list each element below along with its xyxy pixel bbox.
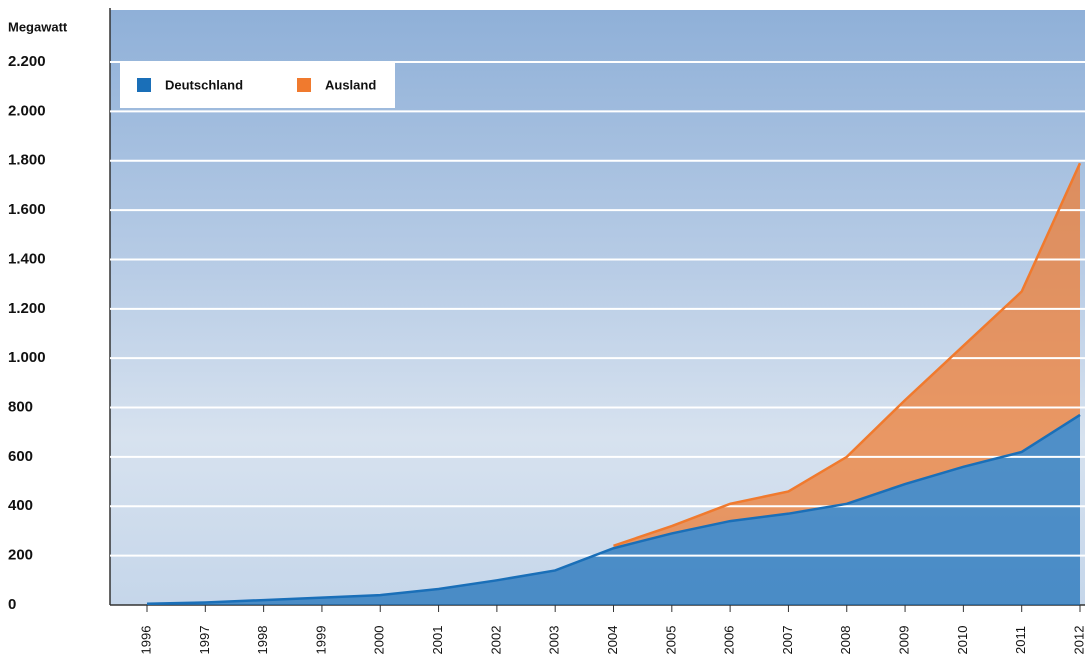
legend-swatch <box>297 78 311 92</box>
x-tick-label: 2000 <box>372 626 387 655</box>
x-tick-label: 2009 <box>897 626 912 655</box>
y-tick-label: 2.200 <box>8 53 46 70</box>
legend-label: Deutschland <box>165 77 243 92</box>
x-tick-label: 2004 <box>605 626 620 655</box>
legend-swatch <box>137 78 151 92</box>
y-tick-label: 200 <box>8 547 33 564</box>
x-tick-label: 2008 <box>838 626 853 655</box>
x-tick-label: 2006 <box>722 626 737 655</box>
y-tick-label: 1.800 <box>8 152 46 169</box>
y-tick-label: 0 <box>8 596 16 613</box>
y-tick-label: 600 <box>8 448 33 465</box>
y-tick-label: 1.200 <box>8 300 46 317</box>
x-tick-label: 2003 <box>547 626 562 655</box>
y-tick-label: 400 <box>8 497 33 514</box>
x-tick-label: 2001 <box>430 626 445 655</box>
y-tick-label: 1.000 <box>8 349 46 366</box>
chart: Megawatt Deutschland Ausland 0 200 400 600 80… <box>0 0 1088 666</box>
y-axis-label: Megawatt <box>8 19 68 34</box>
x-tick-label: 2010 <box>955 626 970 655</box>
x-tick-label: 2011 <box>1013 626 1028 654</box>
legend: Deutschland Ausland <box>120 62 395 108</box>
x-tick-label: 1999 <box>313 626 328 655</box>
y-tick-label: 1.400 <box>8 250 46 267</box>
y-tick-label: 2.000 <box>8 102 46 119</box>
legend-label: Ausland <box>325 77 376 92</box>
x-tick-label: 1998 <box>255 626 270 655</box>
y-tick-label: 800 <box>8 399 33 416</box>
y-tick-label: 1.600 <box>8 201 46 218</box>
x-tick-label: 1996 <box>138 626 153 655</box>
x-tick-label: 1997 <box>197 626 212 655</box>
x-tick-label: 2002 <box>488 626 503 655</box>
x-tick-label: 2007 <box>780 626 795 655</box>
x-tick-label: 2005 <box>663 626 678 655</box>
x-tick-label: 2012 <box>1071 626 1086 655</box>
